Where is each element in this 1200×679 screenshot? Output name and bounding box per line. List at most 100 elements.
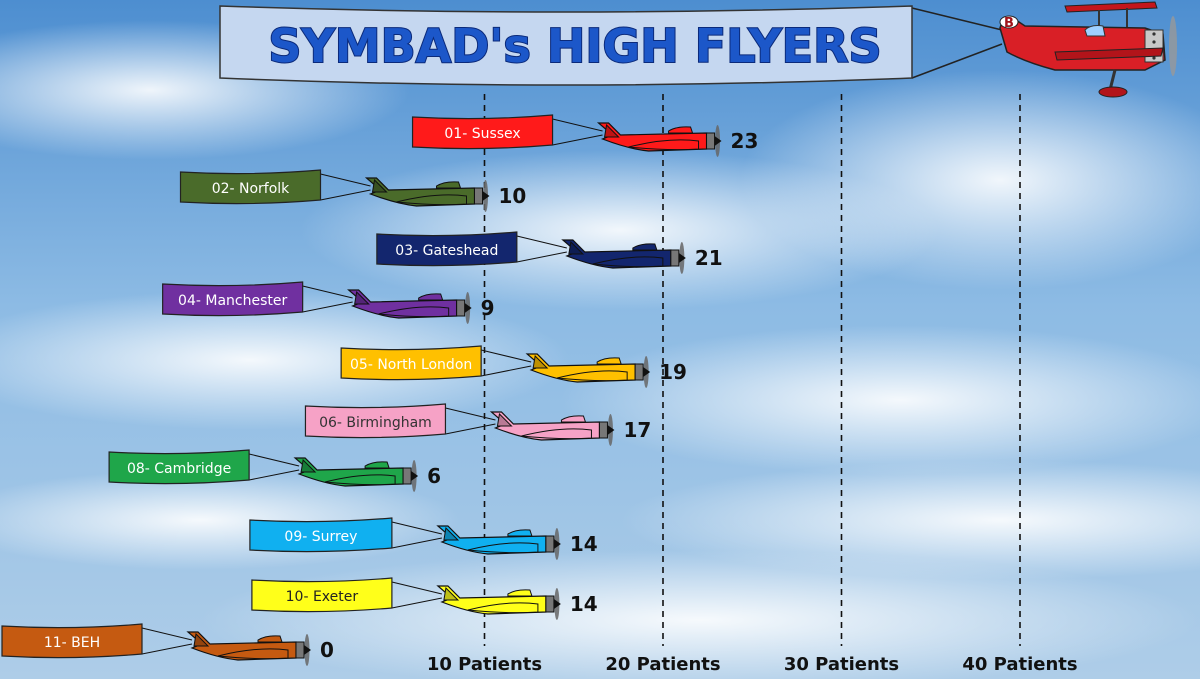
plane-engine <box>545 535 555 553</box>
plane-tail <box>532 354 549 369</box>
plane-nose <box>553 599 561 609</box>
plane-tail <box>193 632 210 647</box>
plane-engine <box>402 467 412 485</box>
tow-line <box>141 643 193 655</box>
category-banner <box>251 577 393 613</box>
data-label: 17 <box>623 418 651 442</box>
plane-nose <box>464 303 472 313</box>
plane-nose <box>714 136 722 146</box>
title-banner: SYMBAD's HIGH FLYERS <box>219 5 1003 86</box>
tow-line <box>391 597 442 609</box>
category-label: 05- North London <box>350 357 472 373</box>
category-label: 01- Sussex <box>444 126 520 142</box>
plane-tail <box>496 412 513 427</box>
plane-wing <box>557 370 628 382</box>
tow-line <box>445 407 496 421</box>
plane-wing <box>324 474 396 486</box>
flyer-row: 09- Surrey 14 <box>249 517 598 560</box>
flyer-row: 11- BEH 0 <box>1 623 334 666</box>
category-label: 08- Cambridge <box>127 461 231 477</box>
category-banner <box>108 449 250 485</box>
plane-engine <box>634 363 644 381</box>
plane-nose <box>304 645 311 655</box>
plane-wing <box>592 256 664 268</box>
biplane-letter: B <box>1004 16 1014 31</box>
category-banner <box>340 345 482 381</box>
tow-line <box>320 173 371 187</box>
category-banner <box>249 517 393 553</box>
plane-cockpit <box>668 126 694 134</box>
tow-line <box>516 251 567 263</box>
tow-line <box>481 365 532 377</box>
plane-wing <box>467 602 539 614</box>
category-banner <box>411 114 554 150</box>
category-banner <box>376 231 518 267</box>
x-tick-label: 40 Patients <box>962 654 1077 675</box>
plane-nose <box>607 425 615 435</box>
tow-line <box>552 118 603 132</box>
flyer-row: 05- North London 19 <box>340 345 687 388</box>
tow-line <box>141 627 193 641</box>
plane-tail <box>371 178 388 193</box>
plane-cockpit <box>257 635 283 643</box>
plane-nose <box>482 191 490 201</box>
flyer-row: 04- Manchester 9 <box>162 281 495 324</box>
plane-cockpit <box>436 181 462 189</box>
category-label: 11- BEH <box>44 635 100 651</box>
category-banner <box>179 169 322 205</box>
x-tick-labels: 10 Patients 20 Patients 30 Patients 40 Pati… <box>427 654 1078 675</box>
flyer-row: 10- Exeter 14 <box>251 577 598 620</box>
plane-engine <box>456 299 466 317</box>
plane-wing <box>628 139 700 151</box>
tow-line <box>320 189 371 201</box>
flyer-series: 01- Sussex 23 02- Norfolk 10 03- Gateshead 21… <box>1 114 758 666</box>
plane-cockpit <box>418 293 444 301</box>
category-label: 03- Gateshead <box>395 243 498 259</box>
plane-engine <box>545 595 555 613</box>
category-label: 06- Birmingham <box>319 415 432 431</box>
tow-line <box>391 537 442 549</box>
tow-line <box>249 469 300 481</box>
chart-title: SYMBAD's HIGH FLYERS <box>268 19 881 73</box>
x-tick-label: 10 Patients <box>427 654 542 675</box>
category-label: 10- Exeter <box>286 589 359 605</box>
plane-engine <box>598 421 608 439</box>
plane-tail <box>603 123 620 138</box>
flyer-row: 03- Gateshead 21 <box>376 231 723 274</box>
category-banner <box>304 403 447 439</box>
tow-line <box>391 581 443 595</box>
data-label: 6 <box>427 464 441 488</box>
plane-cockpit <box>507 529 533 537</box>
x-tick-label: 30 Patients <box>784 654 899 675</box>
plane-tail <box>443 586 460 601</box>
tow-line <box>391 521 443 535</box>
category-label: 02- Norfolk <box>212 181 290 197</box>
tow-line <box>302 301 353 313</box>
data-label: 14 <box>570 592 598 616</box>
plane-tail <box>354 290 370 305</box>
plane-wing <box>217 648 289 660</box>
flyer-row: 02- Norfolk 10 <box>179 169 526 212</box>
plane-nose <box>553 539 561 549</box>
plane-engine <box>474 187 483 205</box>
tow-line <box>516 235 567 249</box>
data-label: 0 <box>320 638 334 662</box>
tow-line <box>302 285 353 299</box>
plane-cockpit <box>364 461 390 469</box>
plane-nose <box>643 367 651 377</box>
plane-wing <box>521 428 592 440</box>
plane-wing <box>378 306 450 318</box>
tow-line <box>248 453 300 467</box>
plane-cockpit <box>507 589 533 597</box>
tow-line <box>552 134 603 146</box>
category-banner <box>162 281 304 317</box>
plane-nose <box>411 471 419 481</box>
category-label: 09- Surrey <box>284 529 357 545</box>
x-tick-label: 20 Patients <box>605 654 720 675</box>
category-banner <box>1 623 143 659</box>
flyer-row: 08- Cambridge 6 <box>108 449 441 492</box>
plane-tail <box>443 526 460 541</box>
data-label: 21 <box>695 246 723 270</box>
plane-cockpit <box>560 415 587 423</box>
plane-wing <box>396 194 467 206</box>
